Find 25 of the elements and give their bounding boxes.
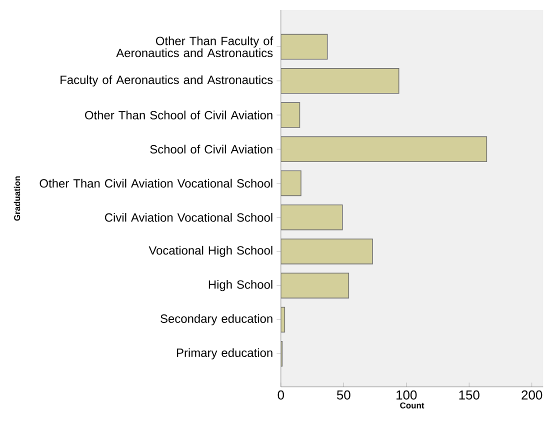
y-tick-label: Vocational High School [148, 246, 272, 258]
y-tick-label: Primary education [177, 348, 272, 360]
bar [280, 102, 300, 128]
bar [280, 238, 373, 264]
y-tick-label: Civil Aviation Vocational School [105, 213, 272, 222]
y-tick-label: Faculty of Aeronautics and Astronautics [60, 75, 273, 87]
y-tick-label: Other Than Civil Aviation Vocational School [40, 178, 272, 188]
x-tick-label: 50 [336, 390, 350, 400]
bar [280, 170, 302, 196]
y-tick-label: Other Than School of Civil Aviation [85, 110, 272, 120]
bar [280, 204, 343, 230]
y-tick-label: School of Civil Aviation [150, 144, 272, 154]
bar [280, 34, 328, 60]
y-axis-title: Graduation [14, 176, 20, 221]
bar [280, 272, 350, 299]
bar [280, 136, 488, 162]
y-tick-label: High School [208, 280, 272, 292]
x-tick-label: 100 [396, 390, 417, 400]
x-tick-label: 200 [522, 390, 542, 400]
y-tick-label: Secondary education [160, 314, 272, 326]
x-axis-title: Count [400, 402, 424, 409]
x-tick-label: 150 [459, 390, 480, 400]
y-tick-label: Other Than Faculty of Aeronautics and Astronautics [116, 36, 274, 58]
bar [280, 68, 400, 94]
x-tick-label: 0 [278, 390, 284, 400]
